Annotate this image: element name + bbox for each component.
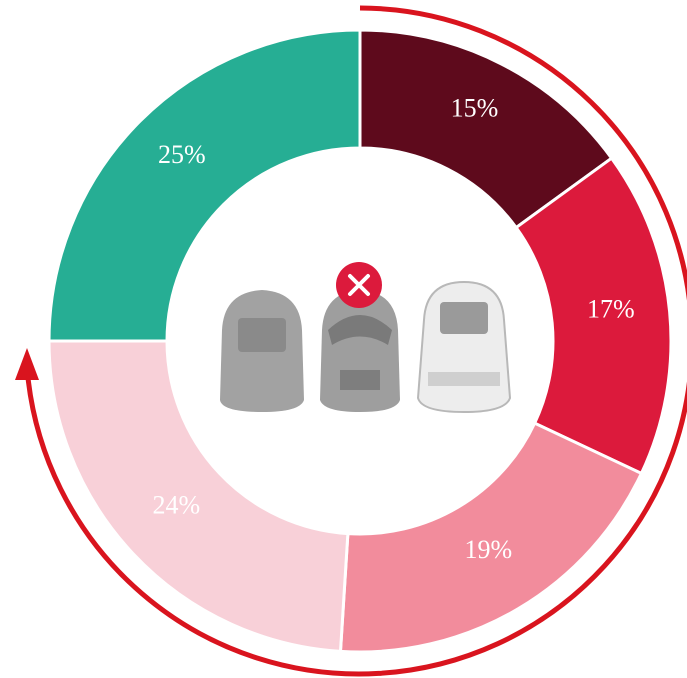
segment-label: 15% (451, 93, 499, 122)
segment-label: 17% (587, 294, 635, 323)
arrow-head (15, 348, 39, 380)
segment-label: 25% (158, 140, 206, 169)
segment (49, 30, 360, 341)
segment-label: 19% (464, 535, 512, 564)
segment-label: 24% (152, 490, 200, 519)
chart: 15% 17% 19% 24% 25% (0, 0, 687, 678)
